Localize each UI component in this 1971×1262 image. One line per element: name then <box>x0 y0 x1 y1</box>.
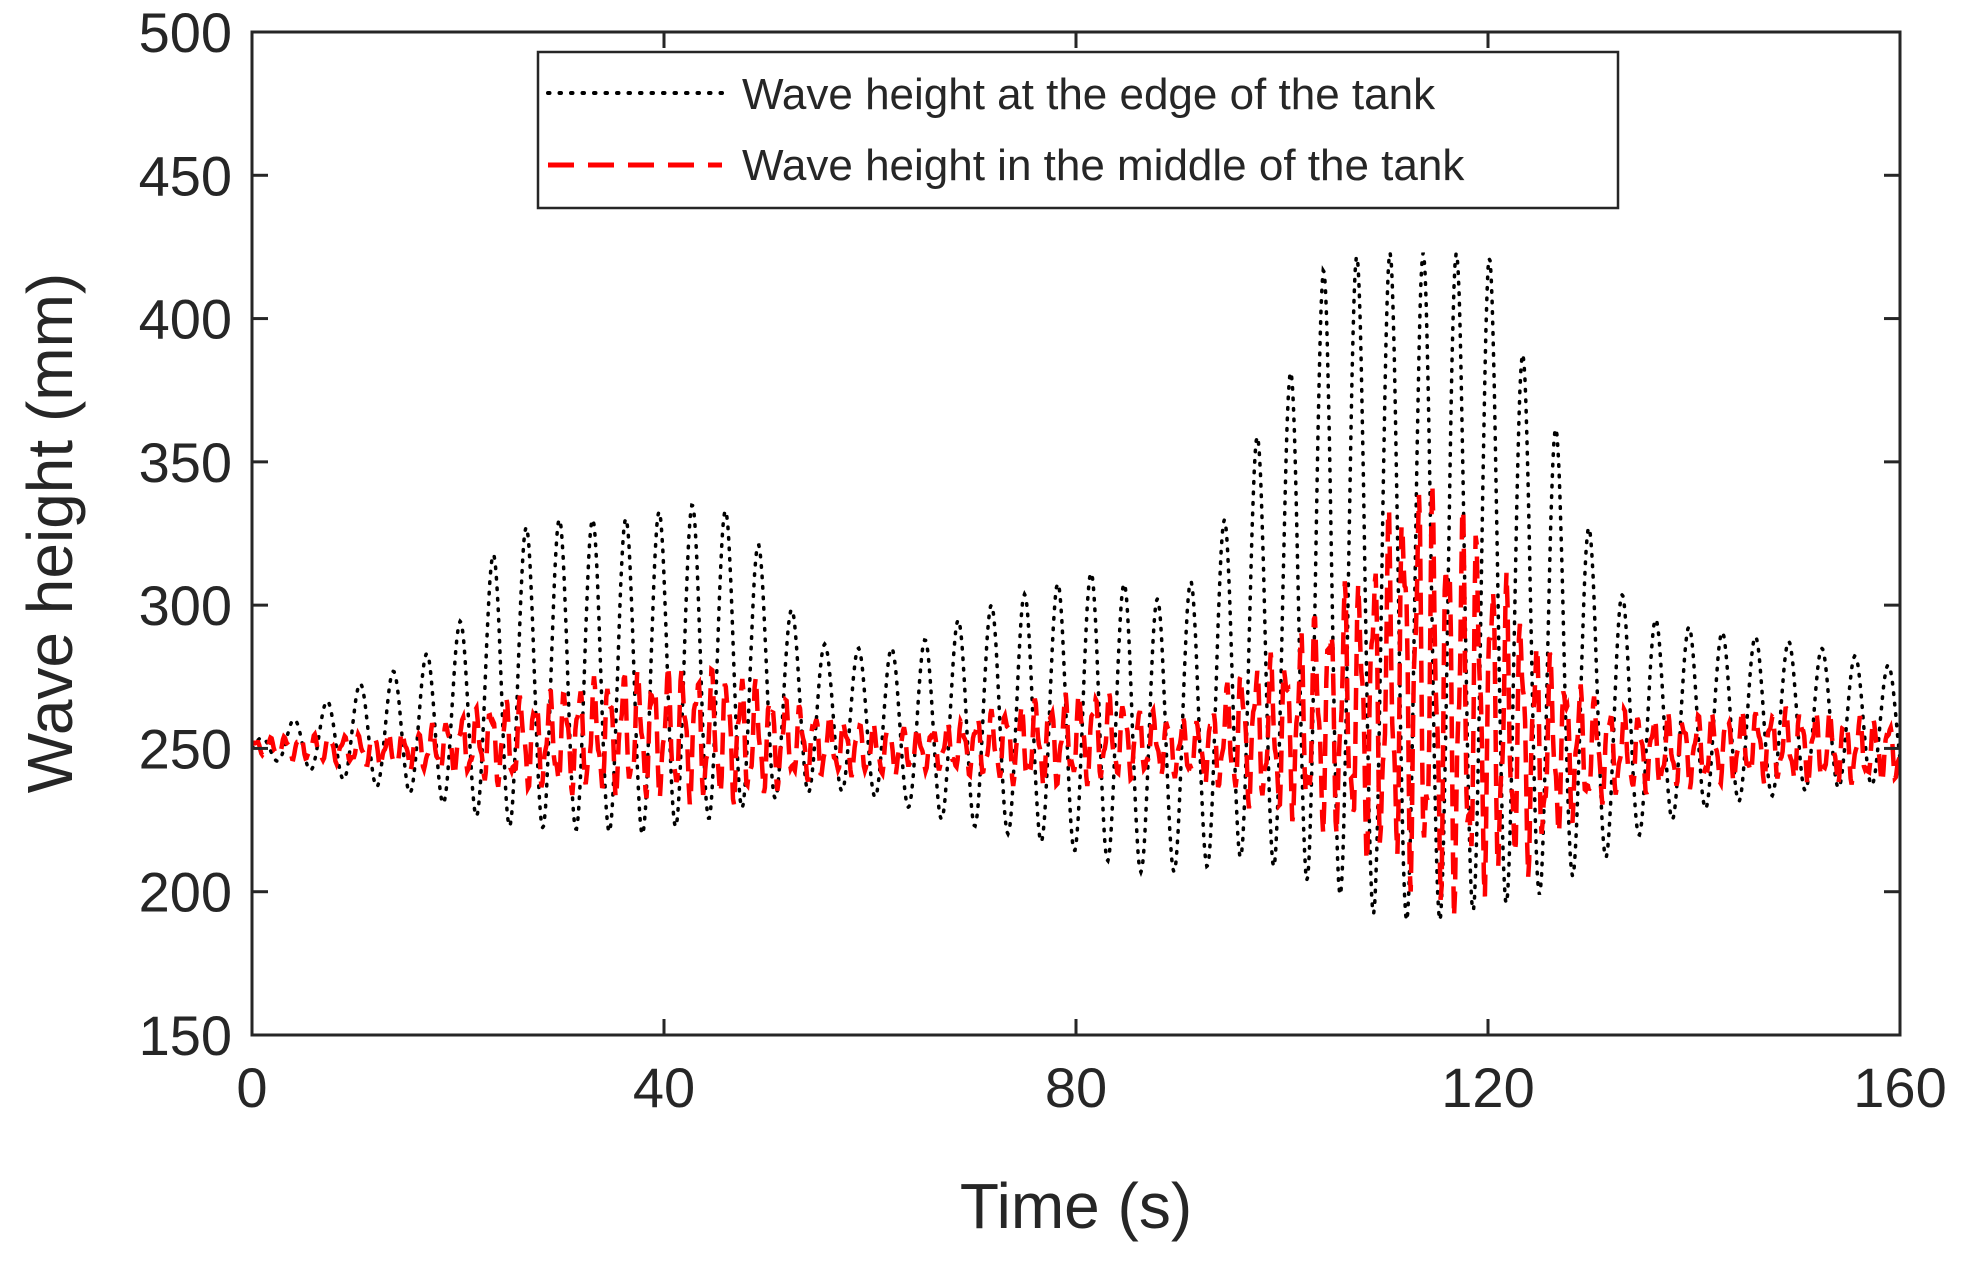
y-tick-label: 500 <box>139 1 232 64</box>
y-tick-label: 300 <box>139 574 232 637</box>
y-tick-label: 200 <box>139 861 232 924</box>
y-tick-label: 400 <box>139 288 232 351</box>
y-axis: 150 200 250 300 350 400 450 500 <box>139 1 1900 1067</box>
legend: Wave height at the edge of the tank Wave… <box>536 50 1620 210</box>
series-line-middle <box>252 484 1900 917</box>
x-axis: 0 40 80 120 160 <box>236 32 1947 1119</box>
legend-entry-middle: Wave height in the middle of the tank <box>742 141 1465 190</box>
x-tick-label: 120 <box>1441 1056 1534 1119</box>
x-tick-label: 40 <box>633 1056 695 1119</box>
legend-box <box>536 50 1620 210</box>
x-tick-label: 160 <box>1853 1056 1946 1119</box>
y-tick-label: 150 <box>139 1004 232 1067</box>
legend-entry-edge: Wave height at the edge of the tank <box>742 70 1436 119</box>
y-tick-label: 350 <box>139 431 232 494</box>
x-tick-label: 0 <box>236 1056 267 1119</box>
y-axis-label: Wave height (mm) <box>14 273 86 793</box>
y-tick-label: 450 <box>139 144 232 207</box>
series-line-edge <box>252 247 1900 921</box>
y-tick-label: 250 <box>139 717 232 780</box>
x-axis-label: Time (s) <box>960 1170 1192 1242</box>
x-tick-label: 80 <box>1045 1056 1107 1119</box>
